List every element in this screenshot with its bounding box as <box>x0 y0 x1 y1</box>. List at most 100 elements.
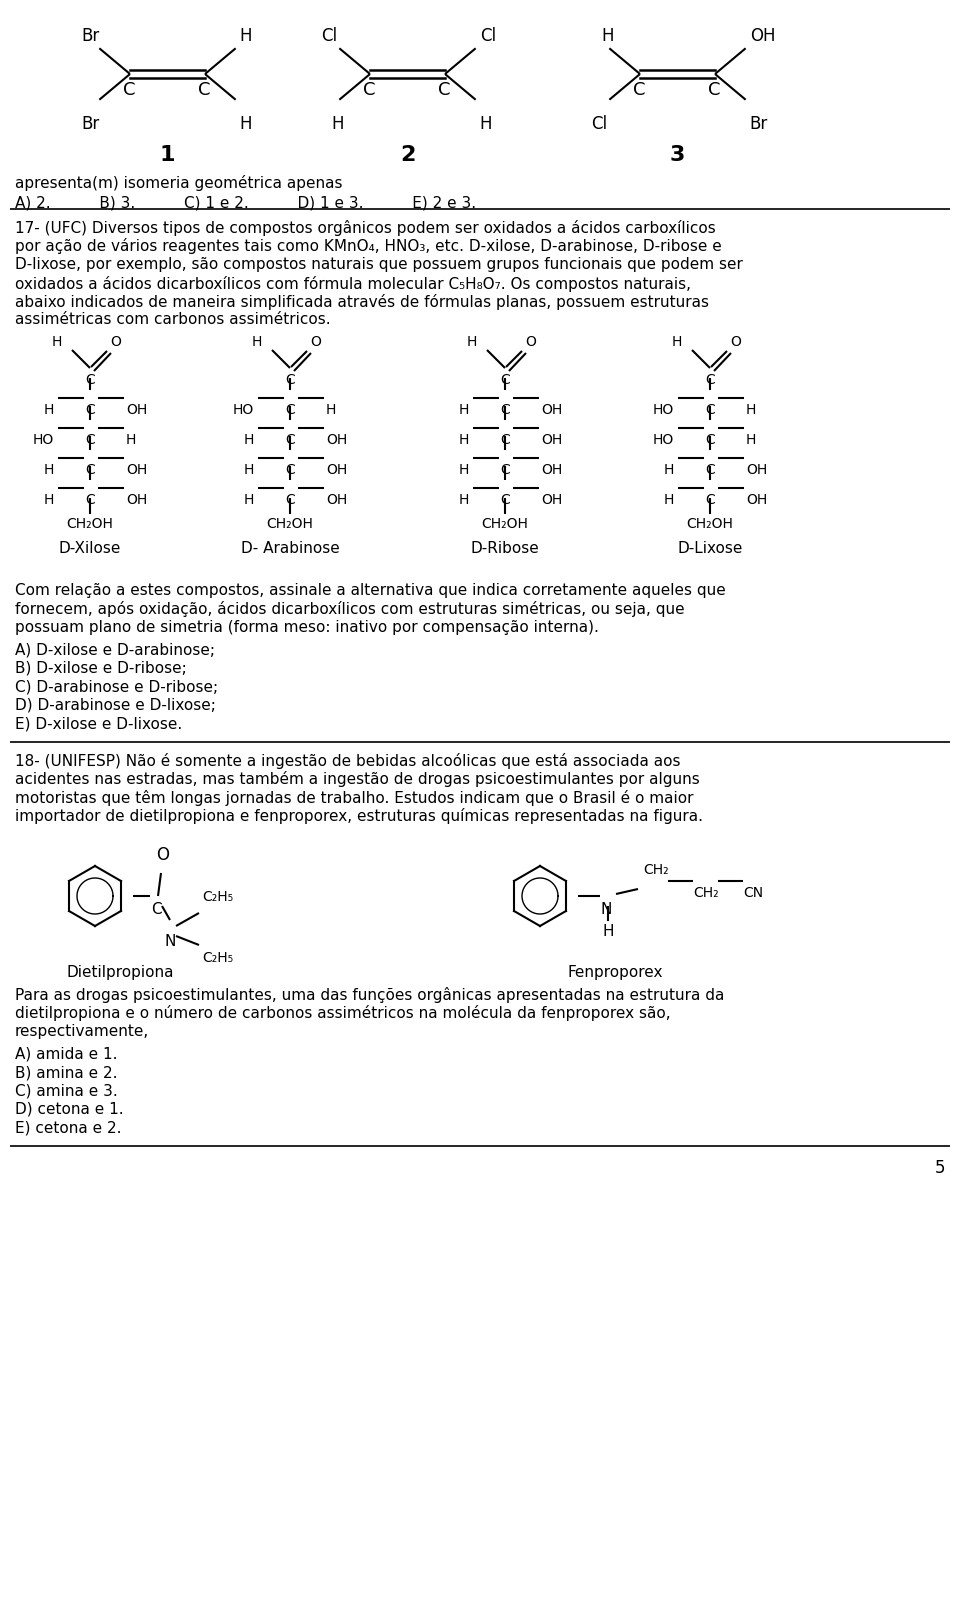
Text: C: C <box>151 902 161 916</box>
Text: HO: HO <box>653 432 674 447</box>
Text: possuam plano de simetria (forma meso: inativo por compensação interna).: possuam plano de simetria (forma meso: i… <box>15 620 599 635</box>
Text: H: H <box>663 493 674 506</box>
Text: OH: OH <box>126 403 147 416</box>
Text: CH₂: CH₂ <box>643 863 668 876</box>
Text: C: C <box>363 80 375 100</box>
Text: H: H <box>43 463 54 477</box>
Text: H: H <box>480 114 492 133</box>
Text: C: C <box>500 373 510 387</box>
Text: CN: CN <box>743 885 763 900</box>
Text: C: C <box>123 80 135 100</box>
Text: 2: 2 <box>399 145 415 166</box>
Text: 1: 1 <box>159 145 176 166</box>
Text: H: H <box>126 432 136 447</box>
Text: OH: OH <box>541 432 563 447</box>
Text: H: H <box>672 334 682 349</box>
Text: 18- (UNIFESP) Não é somente a ingestão de bebidas alcoólicas que está associada : 18- (UNIFESP) Não é somente a ingestão d… <box>15 752 681 768</box>
Text: C: C <box>198 80 210 100</box>
Text: H: H <box>326 403 336 416</box>
Text: HO: HO <box>33 432 54 447</box>
Text: A) 2.          B) 3.          C) 1 e 2.          D) 1 e 3.          E) 2 e 3.: A) 2. B) 3. C) 1 e 2. D) 1 e 3. E) 2 e 3… <box>15 194 476 211</box>
Text: H: H <box>244 463 254 477</box>
Text: 3: 3 <box>670 145 685 166</box>
Text: C: C <box>85 403 95 416</box>
Text: C: C <box>285 373 295 387</box>
Text: C: C <box>705 463 715 477</box>
Text: H: H <box>746 403 756 416</box>
Text: 5: 5 <box>934 1159 945 1176</box>
Text: H: H <box>252 334 262 349</box>
Text: C: C <box>285 463 295 477</box>
Text: D-Ribose: D-Ribose <box>470 540 540 556</box>
Text: assimétricas com carbonos assimétricos.: assimétricas com carbonos assimétricos. <box>15 312 330 328</box>
Text: H: H <box>43 403 54 416</box>
Text: Fenproporex: Fenproporex <box>567 964 662 979</box>
Text: H: H <box>746 432 756 447</box>
Text: Para as drogas psicoestimulantes, uma das funções orgânicas apresentadas na estr: Para as drogas psicoestimulantes, uma da… <box>15 987 725 1003</box>
Text: C: C <box>708 80 721 100</box>
Text: OH: OH <box>541 403 563 416</box>
Text: CH₂: CH₂ <box>693 885 719 900</box>
Text: fornecem, após oxidação, ácidos dicarboxílicos com estruturas simétricas, ou sej: fornecem, após oxidação, ácidos dicarbox… <box>15 601 684 617</box>
Text: OH: OH <box>750 27 775 45</box>
Text: Br: Br <box>82 27 100 45</box>
Text: OH: OH <box>746 493 767 506</box>
Text: C: C <box>285 432 295 447</box>
Text: motoristas que têm longas jornadas de trabalho. Estudos indicam que o Brasil é o: motoristas que têm longas jornadas de tr… <box>15 789 693 805</box>
Text: Cl: Cl <box>480 27 495 45</box>
Text: O: O <box>525 334 536 349</box>
Text: importador de dietilpropiona e fenproporex, estruturas químicas representadas na: importador de dietilpropiona e fenpropor… <box>15 808 703 824</box>
Text: H: H <box>459 463 469 477</box>
Text: O: O <box>156 845 169 863</box>
Text: 17- (UFC) Diversos tipos de compostos orgânicos podem ser oxidados a ácidos carb: 17- (UFC) Diversos tipos de compostos or… <box>15 220 716 236</box>
Text: C: C <box>285 493 295 506</box>
Text: Cl: Cl <box>591 114 608 133</box>
Text: acidentes nas estradas, mas também a ingestão de drogas psicoestimulantes por al: acidentes nas estradas, mas também a ing… <box>15 771 700 787</box>
Text: A) amida e 1.: A) amida e 1. <box>15 1046 117 1061</box>
Text: OH: OH <box>541 463 563 477</box>
Text: HO: HO <box>232 403 254 416</box>
Text: H: H <box>244 432 254 447</box>
Text: Br: Br <box>750 114 768 133</box>
Text: Com relação a estes compostos, assinale a alternativa que indica corretamente aq: Com relação a estes compostos, assinale … <box>15 583 726 598</box>
Text: CH₂OH: CH₂OH <box>482 517 528 530</box>
Text: HO: HO <box>653 403 674 416</box>
Text: CH₂OH: CH₂OH <box>66 517 113 530</box>
Text: C: C <box>705 403 715 416</box>
Text: H: H <box>459 432 469 447</box>
Text: C: C <box>85 463 95 477</box>
Text: H: H <box>43 493 54 506</box>
Text: abaixo indicados de maneira simplificada através de fórmulas planas, possuem est: abaixo indicados de maneira simplificada… <box>15 294 709 310</box>
Text: O: O <box>730 334 741 349</box>
Text: oxidados a ácidos dicarboxílicos com fórmula molecular C₅H₈O₇. Os compostos natu: oxidados a ácidos dicarboxílicos com fór… <box>15 275 691 291</box>
Text: D-Lixose: D-Lixose <box>678 540 743 556</box>
Text: D) cetona e 1.: D) cetona e 1. <box>15 1101 124 1117</box>
Text: E) cetona e 2.: E) cetona e 2. <box>15 1120 122 1135</box>
Text: D-Xilose: D-Xilose <box>59 540 121 556</box>
Text: C₂H₅: C₂H₅ <box>202 950 233 964</box>
Text: CH₂OH: CH₂OH <box>686 517 733 530</box>
Text: dietilpropiona e o número de carbonos assimétricos na molécula da fenproporex sã: dietilpropiona e o número de carbonos as… <box>15 1004 671 1020</box>
Text: H: H <box>467 334 477 349</box>
Text: O: O <box>110 334 121 349</box>
Text: OH: OH <box>746 463 767 477</box>
Text: C: C <box>438 80 450 100</box>
Text: H: H <box>244 493 254 506</box>
Text: C) D-arabinose e D-ribose;: C) D-arabinose e D-ribose; <box>15 680 218 694</box>
Text: C: C <box>705 432 715 447</box>
Text: D- Arabinose: D- Arabinose <box>241 540 340 556</box>
Text: C: C <box>500 403 510 416</box>
Text: por ação de vários reagentes tais como KMnO₄, HNO₃, etc. D-xilose, D-arabinose, : por ação de vários reagentes tais como K… <box>15 238 722 254</box>
Text: C: C <box>500 493 510 506</box>
Text: C: C <box>85 493 95 506</box>
Text: H: H <box>601 27 613 45</box>
Text: Cl: Cl <box>322 27 338 45</box>
Text: apresenta(m) isomeria geométrica apenas: apresenta(m) isomeria geométrica apenas <box>15 175 343 191</box>
Text: C: C <box>705 493 715 506</box>
Text: O: O <box>310 334 321 349</box>
Text: H: H <box>240 27 252 45</box>
Text: H: H <box>52 334 62 349</box>
Text: C) amina e 3.: C) amina e 3. <box>15 1083 118 1098</box>
Text: H: H <box>331 114 344 133</box>
Text: C: C <box>85 432 95 447</box>
